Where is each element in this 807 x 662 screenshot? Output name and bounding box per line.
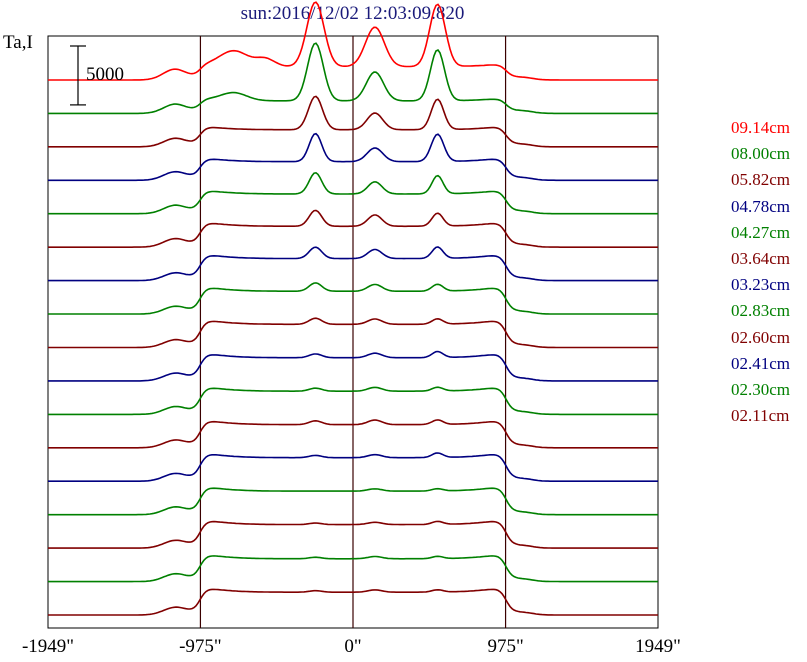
series-line-13	[48, 487, 658, 516]
series-group	[48, 1, 658, 616]
series-line-15	[48, 555, 658, 583]
series-line-11	[48, 419, 658, 449]
legend-entry: 02.11cm	[731, 406, 790, 426]
y-axis-label: Ta,I	[3, 32, 33, 53]
series-line-14	[48, 520, 658, 549]
series-line-1	[48, 42, 658, 115]
legend-entry: 09.14cm	[731, 118, 791, 137]
legend-entry: 04.78cm	[731, 196, 791, 216]
legend-entry: 04.27cm	[731, 222, 791, 242]
legend-entry: 02.60cm	[731, 327, 791, 347]
legend-entry: 08.00cm	[731, 144, 791, 164]
scale-bar-label: 5000	[86, 64, 124, 85]
series-line-5	[48, 209, 658, 248]
series-line-9	[48, 350, 658, 382]
legend-entry: 03.64cm	[731, 249, 791, 268]
x-tick-label: 1949"	[635, 636, 681, 657]
x-tick-label: 975"	[487, 636, 524, 657]
series-line-2	[48, 95, 658, 148]
reference-lines	[199, 36, 507, 628]
series-line-10	[48, 386, 658, 416]
series-line-3	[48, 132, 658, 182]
series-line-7	[48, 282, 658, 315]
legend-entry: 02.41cm	[731, 353, 791, 373]
legend-entry: 03.23cm	[731, 275, 791, 295]
legend-entry: 02.30cm	[731, 380, 791, 399]
series-line-6	[48, 246, 658, 282]
series-line-8	[48, 317, 658, 349]
series-line-16	[48, 588, 658, 616]
scale-bar	[70, 45, 86, 106]
series-line-4	[48, 171, 658, 215]
legend-entry: 02.83cm	[731, 301, 791, 321]
x-tick-label: 0"	[344, 636, 362, 657]
x-tick-label: -1949"	[21, 636, 75, 657]
chart-title: sun:2016/12/02 12:03:09.820	[240, 3, 465, 24]
series-line-0	[48, 1, 658, 81]
legend-entry: 05.82cm	[731, 170, 791, 190]
x-tick-label: -975"	[179, 636, 222, 657]
series-line-12	[48, 452, 658, 482]
